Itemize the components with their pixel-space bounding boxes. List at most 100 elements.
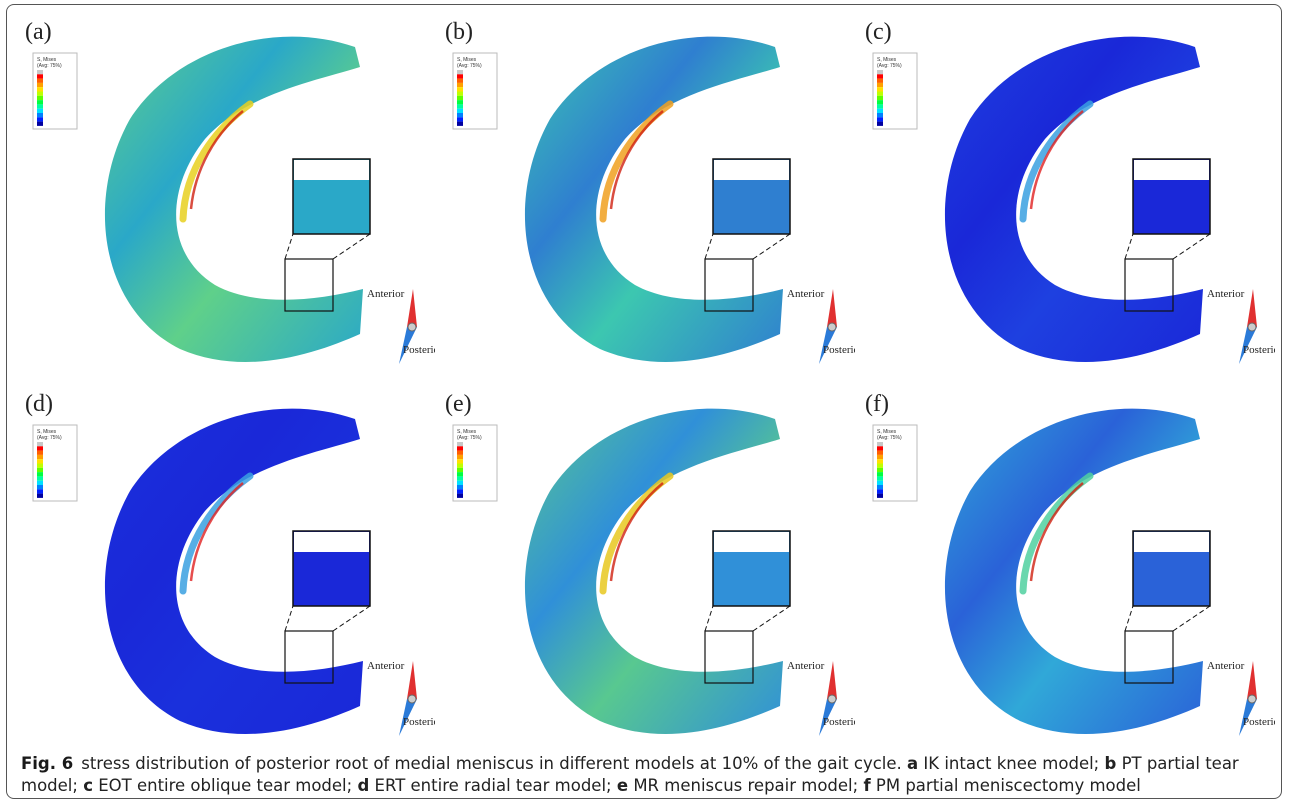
panel-drawing: AnteriorPosteriorS, Mises(Avg: 75%)(c) xyxy=(855,9,1275,379)
legend-swatch xyxy=(877,455,883,459)
legend-swatch xyxy=(457,87,463,91)
zoom-line xyxy=(333,606,370,631)
panel: AnteriorPosteriorS, Mises(Avg: 75%)(c) xyxy=(855,9,1275,379)
legend-swatch xyxy=(37,489,43,493)
compass-hub xyxy=(408,695,416,703)
legend-swatch xyxy=(877,92,883,96)
zoom-line xyxy=(333,234,370,259)
caption-item: MR meniscus repair model; xyxy=(633,776,858,795)
legend-swatch xyxy=(37,113,43,117)
legend-swatch xyxy=(877,451,883,455)
legend-swatch xyxy=(457,481,463,485)
compass-north xyxy=(1247,289,1257,327)
zoom-inset-shade xyxy=(714,532,789,552)
legend-swatch xyxy=(457,79,463,83)
caption-text: stress distribution of posterior root of… xyxy=(81,754,902,773)
legend-swatch xyxy=(877,83,883,87)
anterior-label: Anterior xyxy=(367,660,405,672)
posterior-label: Posterior xyxy=(823,344,855,356)
zoom-line xyxy=(705,606,713,631)
caption-letter: a xyxy=(907,754,918,773)
legend-swatch xyxy=(457,104,463,108)
legend-swatch xyxy=(877,485,883,489)
panel: AnteriorPosteriorS, Mises(Avg: 75%)(d) xyxy=(15,381,435,751)
legend-swatch xyxy=(37,485,43,489)
zoom-line xyxy=(1173,606,1210,631)
page: {"panels": [ {"label": "(a)", "legend_ti… xyxy=(0,0,1290,805)
panel-label: (c) xyxy=(865,19,892,45)
legend-swatch xyxy=(457,464,463,468)
compass-hub xyxy=(1248,323,1256,331)
anterior-label: Anterior xyxy=(1207,660,1245,672)
legend-swatch xyxy=(37,109,43,113)
legend-swatch xyxy=(877,494,883,498)
posterior-label: Posterior xyxy=(1243,716,1275,728)
legend-swatch xyxy=(457,113,463,117)
legend-swatch xyxy=(457,96,463,100)
zoom-inset-shade xyxy=(1134,160,1209,180)
legend-swatch xyxy=(37,87,43,91)
compass-north xyxy=(1247,661,1257,699)
compass-hub xyxy=(828,323,836,331)
legend-swatch xyxy=(37,481,43,485)
legend-swatch xyxy=(877,96,883,100)
legend-swatch xyxy=(877,472,883,476)
zoom-line xyxy=(285,234,293,259)
legend-swatch xyxy=(877,442,883,446)
legend-swatch xyxy=(37,459,43,463)
legend-swatch xyxy=(877,481,883,485)
legend-swatch xyxy=(457,74,463,78)
compass-hub xyxy=(408,323,416,331)
figure-frame: AnteriorPosteriorS, Mises(Avg: 75%)(a)An… xyxy=(6,4,1282,799)
caption-letter: e xyxy=(617,776,628,795)
legend-swatch xyxy=(457,109,463,113)
zoom-line xyxy=(285,606,293,631)
legend-swatch xyxy=(37,451,43,455)
zoom-line xyxy=(705,234,713,259)
compass-north xyxy=(407,289,417,327)
legend-swatch xyxy=(457,122,463,126)
zoom-line xyxy=(1173,234,1210,259)
posterior-label: Posterior xyxy=(403,716,435,728)
posterior-label: Posterior xyxy=(403,344,435,356)
caption-letter: b xyxy=(1105,754,1117,773)
legend-swatch xyxy=(877,104,883,108)
compass-hub xyxy=(1248,695,1256,703)
legend-swatch xyxy=(37,455,43,459)
compass-north xyxy=(407,661,417,699)
legend-swatch xyxy=(877,87,883,91)
legend-swatch xyxy=(37,96,43,100)
legend-swatch xyxy=(877,446,883,450)
legend-swatch xyxy=(457,100,463,104)
panel-label: (e) xyxy=(445,391,472,417)
legend-swatch xyxy=(877,489,883,493)
legend-swatch xyxy=(877,113,883,117)
panel: AnteriorPosteriorS, Mises(Avg: 75%)(e) xyxy=(435,381,855,751)
caption-item: PM partial meniscectomy model xyxy=(876,776,1141,795)
panel-label: (b) xyxy=(445,19,473,45)
legend-subtitle: (Avg: 75%) xyxy=(457,63,482,69)
caption-letter: c xyxy=(83,776,93,795)
legend-swatch xyxy=(37,92,43,96)
caption-letter: f xyxy=(863,776,870,795)
legend-swatch xyxy=(877,468,883,472)
legend-swatch xyxy=(457,451,463,455)
figure-label: Fig. 6 xyxy=(21,754,73,773)
legend-subtitle: (Avg: 75%) xyxy=(457,435,482,441)
legend-swatch xyxy=(37,100,43,104)
legend-swatch xyxy=(457,446,463,450)
legend-swatch xyxy=(457,494,463,498)
panel: AnteriorPosteriorS, Mises(Avg: 75%)(f) xyxy=(855,381,1275,751)
panel: AnteriorPosteriorS, Mises(Avg: 75%)(b) xyxy=(435,9,855,379)
legend-swatch xyxy=(37,476,43,480)
zoom-line xyxy=(753,234,790,259)
anterior-label: Anterior xyxy=(367,288,405,300)
anterior-label: Anterior xyxy=(787,660,825,672)
legend-swatch xyxy=(877,459,883,463)
caption: Fig. 6 stress distribution of posterior r… xyxy=(21,753,1271,797)
legend-swatch xyxy=(457,459,463,463)
panel-drawing: AnteriorPosteriorS, Mises(Avg: 75%)(b) xyxy=(435,9,855,379)
panel-drawing: AnteriorPosteriorS, Mises(Avg: 75%)(f) xyxy=(855,381,1275,751)
legend-swatch xyxy=(877,464,883,468)
legend-swatch xyxy=(37,472,43,476)
